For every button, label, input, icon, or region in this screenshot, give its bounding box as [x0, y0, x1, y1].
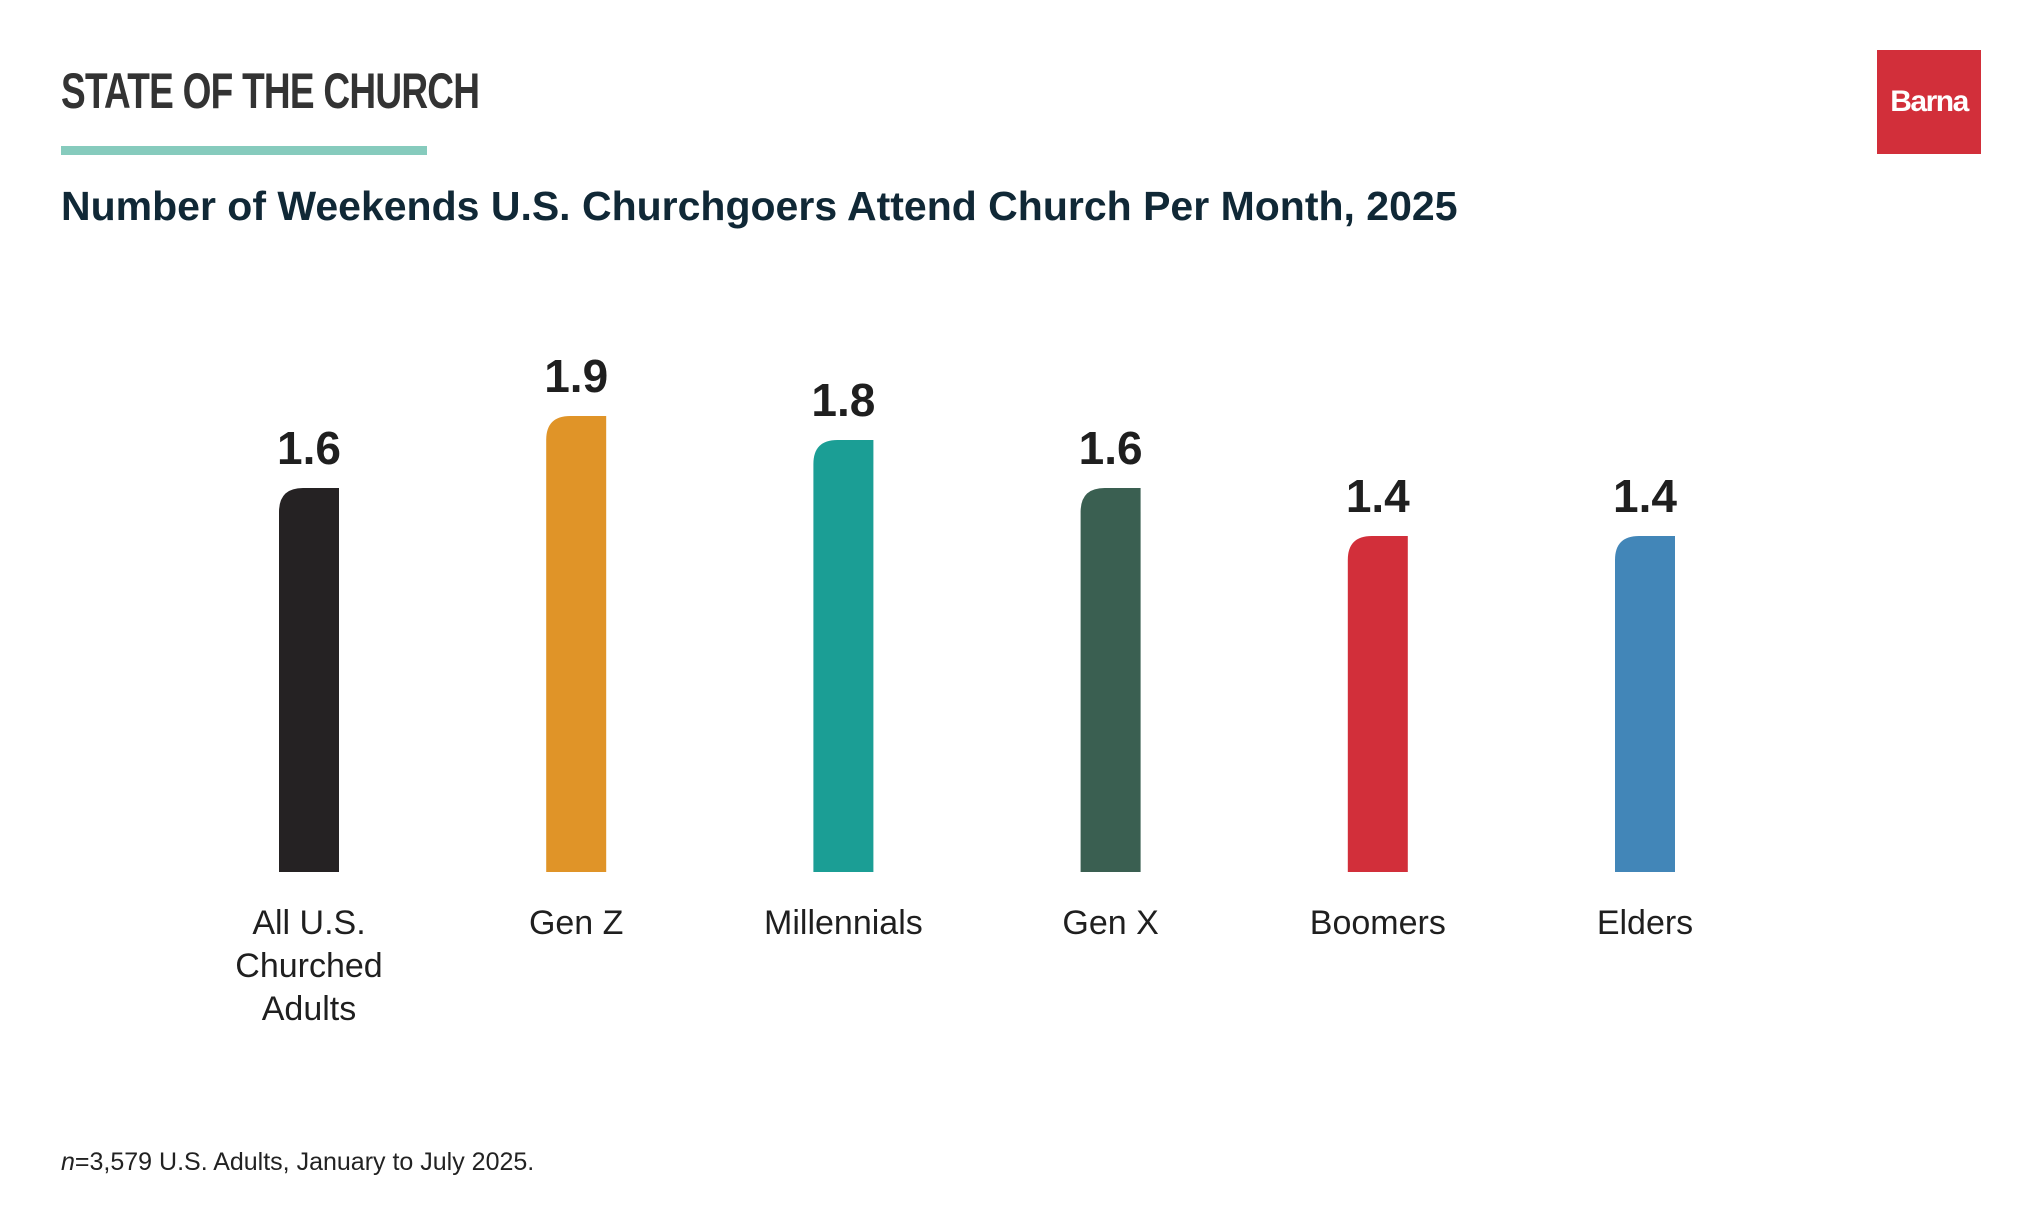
kicker-underline	[61, 146, 427, 155]
category-label-gen-x: Gen X	[1062, 904, 1158, 942]
bar-gen-x	[1080, 488, 1141, 872]
value-label-boomers: 1.4	[1346, 470, 1410, 522]
bar-millennials	[813, 440, 874, 872]
category-label-elders: Elders	[1597, 904, 1693, 942]
chart-title: Number of Weekends U.S. Churchgoers Atte…	[61, 183, 1458, 229]
category-label-boomers: Boomers	[1310, 904, 1446, 942]
value-label-millennials: 1.8	[811, 374, 875, 426]
value-label-gen-x: 1.6	[1079, 422, 1143, 474]
footnote-text: =3,579 U.S. Adults, January to July 2025…	[74, 1148, 535, 1176]
category-label-millennials: Millennials	[764, 904, 923, 942]
category-label-all-u-s-churched-adults: All U.S. Churched Adults	[235, 904, 382, 1028]
value-label-gen-z: 1.9	[544, 350, 608, 402]
bar-boomers	[1347, 536, 1408, 872]
bar-all-u-s-churched-adults	[279, 488, 339, 872]
barna-logo: Barna	[1877, 50, 1981, 154]
sample-footnote: n=3,579 U.S. Adults, January to July 202…	[61, 1148, 534, 1177]
bar-gen-z	[546, 416, 607, 872]
value-label-all-u-s-churched-adults: 1.6	[277, 422, 341, 474]
category-label-gen-z: Gen Z	[529, 904, 623, 942]
value-label-elders: 1.4	[1613, 470, 1677, 522]
footnote-n-symbol: n	[61, 1148, 75, 1176]
report-kicker: STATE OF THE CHURCH	[61, 63, 480, 119]
bar-elders	[1615, 536, 1675, 872]
logo-text: Barna	[1890, 85, 1969, 118]
